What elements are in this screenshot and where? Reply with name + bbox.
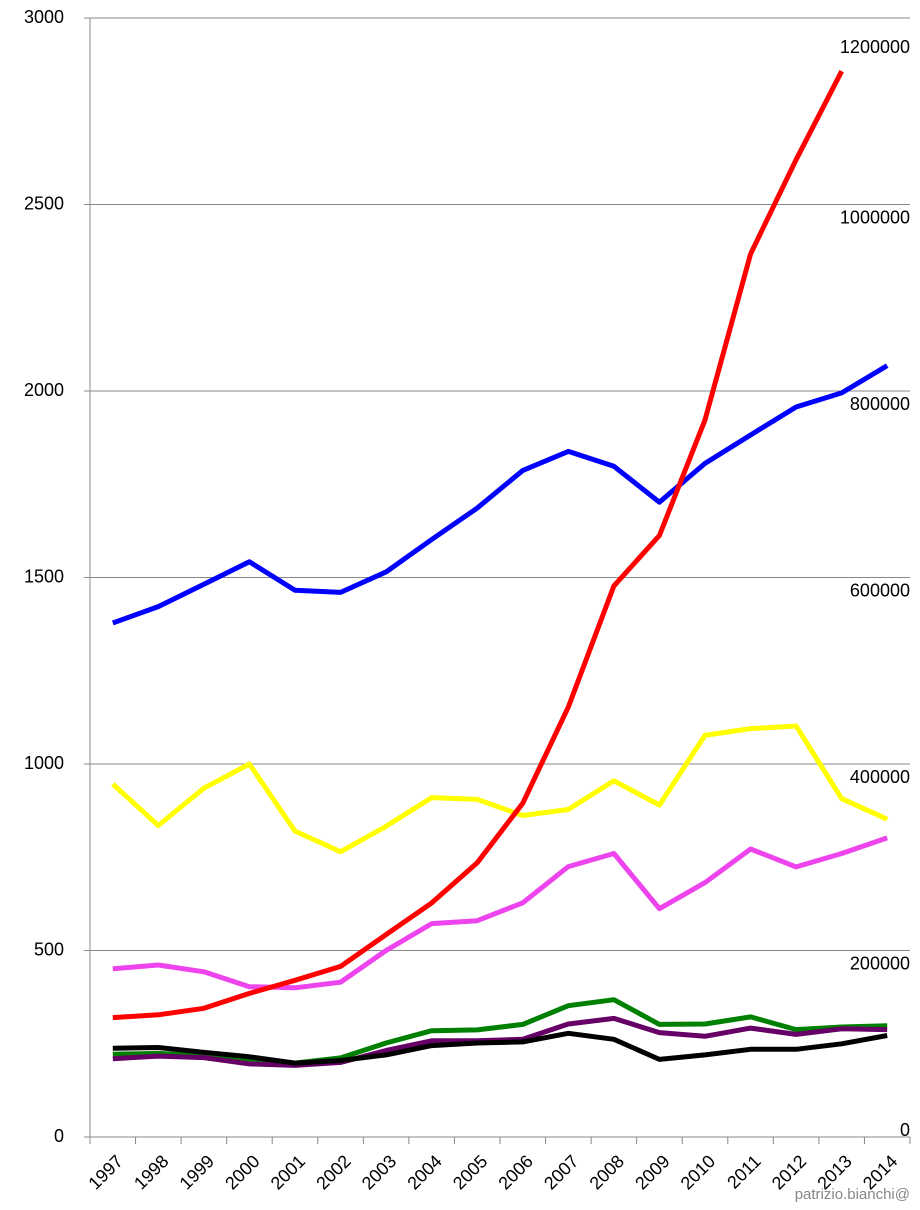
x-tick-label: 2000 <box>221 1151 263 1193</box>
y-tick-label: 1000 <box>24 753 64 773</box>
plot: 0 500 1000 1500 2000 2500 3000 0 200000 400000 600… <box>24 7 911 1194</box>
series-line <box>112 70 844 1021</box>
series-line <box>111 723 889 855</box>
x-tick-label: 2007 <box>540 1151 582 1193</box>
y-tick-label: 2500 <box>24 193 64 213</box>
x-tick-label: 1999 <box>176 1151 218 1193</box>
x-tick-label: 2005 <box>449 1151 491 1193</box>
x-tick-label: 2011 <box>723 1151 765 1193</box>
y2-tick-label: 1000000 <box>840 207 910 227</box>
series-line <box>112 835 889 991</box>
y2-tick-label: 200000 <box>850 953 910 973</box>
y-tick-label: 3000 <box>24 7 64 27</box>
watermark: patrizio.bianchi@ <box>795 1186 910 1203</box>
x-tick-label: 2004 <box>403 1151 445 1193</box>
series-line <box>112 997 888 1066</box>
x-tick-label: 2002 <box>312 1151 354 1193</box>
y-tick-label: 500 <box>34 939 64 959</box>
y2-tick-label: 600000 <box>850 580 910 600</box>
y2-tick-label: 0 <box>900 1120 910 1140</box>
x-tick-label: 2003 <box>358 1151 400 1193</box>
y2-tick-label: 400000 <box>850 767 910 787</box>
x-tick-label: 2008 <box>586 1151 628 1193</box>
series-line <box>112 1030 888 1066</box>
y2-tick-label: 1200000 <box>840 37 910 57</box>
x-tick-label: 2006 <box>495 1151 537 1193</box>
x-tick-label: 2009 <box>631 1151 673 1193</box>
x-tick-label: 2001 <box>267 1151 309 1193</box>
x-tick-label: 1998 <box>130 1151 172 1193</box>
y-tick-label: 0 <box>54 1126 64 1146</box>
x-tick-label: 1997 <box>85 1151 127 1193</box>
y-tick-label: 2000 <box>24 380 64 400</box>
x-tick-label: 2010 <box>677 1151 719 1193</box>
y2-tick-label: 800000 <box>850 394 910 414</box>
y-tick-label: 1500 <box>24 566 64 586</box>
series-line <box>111 363 889 626</box>
